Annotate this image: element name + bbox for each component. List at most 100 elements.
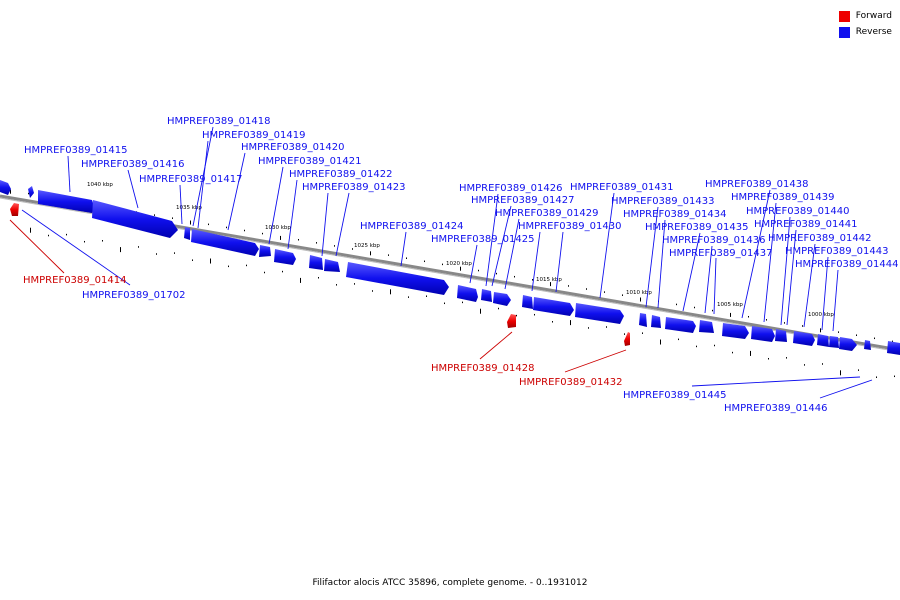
scale-dot <box>498 307 499 310</box>
gene-label[interactable]: HMPREF0389_01420 <box>241 142 344 153</box>
scale-dot <box>606 326 607 328</box>
gene-label[interactable]: HMPREF0389_01430 <box>518 221 621 232</box>
gene-label[interactable]: HMPREF0389_01419 <box>202 130 305 141</box>
gene-arrow[interactable] <box>38 190 94 213</box>
gene-arrow[interactable] <box>346 262 449 295</box>
scale-label: 1010 kbp <box>626 290 652 296</box>
gene-label[interactable]: HMPREF0389_01417 <box>139 174 242 185</box>
scale-dot <box>48 234 49 237</box>
gene-arrow[interactable] <box>887 341 900 355</box>
legend-forward[interactable]: Forward <box>838 8 892 24</box>
scale-tick <box>568 285 569 287</box>
gene-arrow[interactable] <box>651 315 661 328</box>
gene-label[interactable]: HMPREF0389_01431 <box>570 182 673 193</box>
scale-label: 1000 kbp <box>808 312 834 318</box>
gene-labels-forward: HMPREF0389_01414 HMPREF0389_01428 HMPREF… <box>23 275 622 388</box>
gene-arrow[interactable] <box>309 255 323 270</box>
gene-arrow[interactable] <box>324 259 340 272</box>
gene-arrow[interactable] <box>274 249 296 265</box>
scale-dot <box>390 289 391 295</box>
gene-arrow[interactable] <box>0 180 11 195</box>
scale-labels: 1040 kbp 1035 kbp 1030 kbp 1025 kbp 1020… <box>87 182 834 318</box>
scale-tick <box>820 328 821 333</box>
gene-arrow[interactable] <box>184 227 190 240</box>
gene-arrow[interactable] <box>829 336 839 348</box>
scale-tick <box>262 232 263 235</box>
gene-label[interactable]: HMPREF0389_01442 <box>768 233 871 244</box>
gene-label[interactable]: HMPREF0389_01423 <box>302 182 405 193</box>
scale-tick <box>298 238 299 241</box>
gene-arrow[interactable] <box>722 323 749 339</box>
gene-label[interactable]: HMPREF0389_01416 <box>81 159 184 170</box>
gene-label[interactable]: HMPREF0389_01435 <box>645 222 748 233</box>
scale-dot <box>516 314 517 317</box>
gene-arrow[interactable] <box>624 332 630 346</box>
scale-label: 1035 kbp <box>176 205 202 211</box>
gene-arrow[interactable] <box>793 331 815 346</box>
scale-dot <box>624 333 625 335</box>
gene-arrow[interactable] <box>575 303 624 324</box>
gene-arrow[interactable] <box>751 326 775 342</box>
gene-arrow[interactable] <box>92 200 178 238</box>
gene-arrow[interactable] <box>639 313 647 327</box>
gene-arrow[interactable] <box>191 229 259 256</box>
gene-label[interactable]: HMPREF0389_01702 <box>82 290 185 301</box>
gene-label[interactable]: HMPREF0389_01414 <box>23 275 126 286</box>
gene-label[interactable]: HMPREF0389_01433 <box>611 196 714 207</box>
gene-arrow[interactable] <box>665 317 696 333</box>
gene-label[interactable]: HMPREF0389_01440 <box>746 206 849 217</box>
gene-arrow[interactable] <box>522 295 533 309</box>
scale-label: 1030 kbp <box>265 225 291 231</box>
scale-tick <box>550 282 551 287</box>
gene-label[interactable]: HMPREF0389_01428 <box>431 363 534 374</box>
scale-dot <box>462 301 463 304</box>
gene-arrow[interactable] <box>493 292 511 306</box>
scale-label: 1040 kbp <box>87 182 113 188</box>
gene-label[interactable]: HMPREF0389_01429 <box>495 208 598 219</box>
gene-label[interactable]: HMPREF0389_01426 <box>459 183 562 194</box>
gene-label[interactable]: HMPREF0389_01432 <box>519 377 622 388</box>
gene-label[interactable]: HMPREF0389_01415 <box>24 145 127 156</box>
gene-label[interactable]: HMPREF0389_01441 <box>754 219 857 230</box>
gene-arrow[interactable] <box>457 285 478 302</box>
gene-label[interactable]: HMPREF0389_01445 <box>623 390 726 401</box>
gene-label[interactable]: HMPREF0389_01421 <box>258 156 361 167</box>
gene-label[interactable]: HMPREF0389_01444 <box>795 259 898 270</box>
gene-label[interactable]: HMPREF0389_01439 <box>731 192 834 203</box>
gene-label[interactable]: HMPREF0389_01437 <box>669 248 772 259</box>
gene-label[interactable]: HMPREF0389_01422 <box>289 169 392 180</box>
gene-label[interactable]: HMPREF0389_01434 <box>623 209 726 220</box>
scale-label: 1005 kbp <box>717 302 743 308</box>
gene-label[interactable]: HMPREF0389_01446 <box>724 403 827 414</box>
gene-arrow[interactable] <box>864 340 871 350</box>
scale-tick <box>496 272 497 275</box>
gene-arrow[interactable] <box>533 297 574 316</box>
legend-reverse[interactable]: Reverse <box>838 24 892 40</box>
gene-label[interactable]: HMPREF0389_01443 <box>785 246 888 257</box>
scale-dot <box>372 290 373 292</box>
gene-arrow[interactable] <box>259 245 271 257</box>
gene-arrow[interactable] <box>28 186 34 198</box>
gene-label[interactable]: HMPREF0389_01436 <box>662 235 765 246</box>
gene-arrow[interactable] <box>775 329 787 342</box>
forward-genes <box>10 203 630 346</box>
gene-arrow[interactable] <box>839 337 857 351</box>
gene-label[interactable]: HMPREF0389_01424 <box>360 221 463 232</box>
scale-tick <box>640 297 641 302</box>
gene-label[interactable]: HMPREF0389_01418 <box>167 116 270 127</box>
scale-tick <box>838 331 839 333</box>
gene-arrow[interactable] <box>481 289 492 302</box>
gene-arrow[interactable] <box>699 320 714 333</box>
gene-arrow[interactable] <box>10 203 19 216</box>
gene-label[interactable]: HMPREF0389_01425 <box>431 234 534 245</box>
gene-arrow[interactable] <box>507 314 516 328</box>
scale-dot <box>84 240 85 243</box>
gene-label[interactable]: HMPREF0389_01438 <box>705 179 808 190</box>
scale-dot <box>30 227 31 233</box>
scale-tick <box>856 334 857 336</box>
scale-tick <box>388 254 389 256</box>
scale-tick <box>460 266 461 271</box>
gene-label[interactable]: HMPREF0389_01427 <box>471 195 574 206</box>
scale-tick <box>802 325 803 327</box>
gene-arrow[interactable] <box>817 334 829 347</box>
